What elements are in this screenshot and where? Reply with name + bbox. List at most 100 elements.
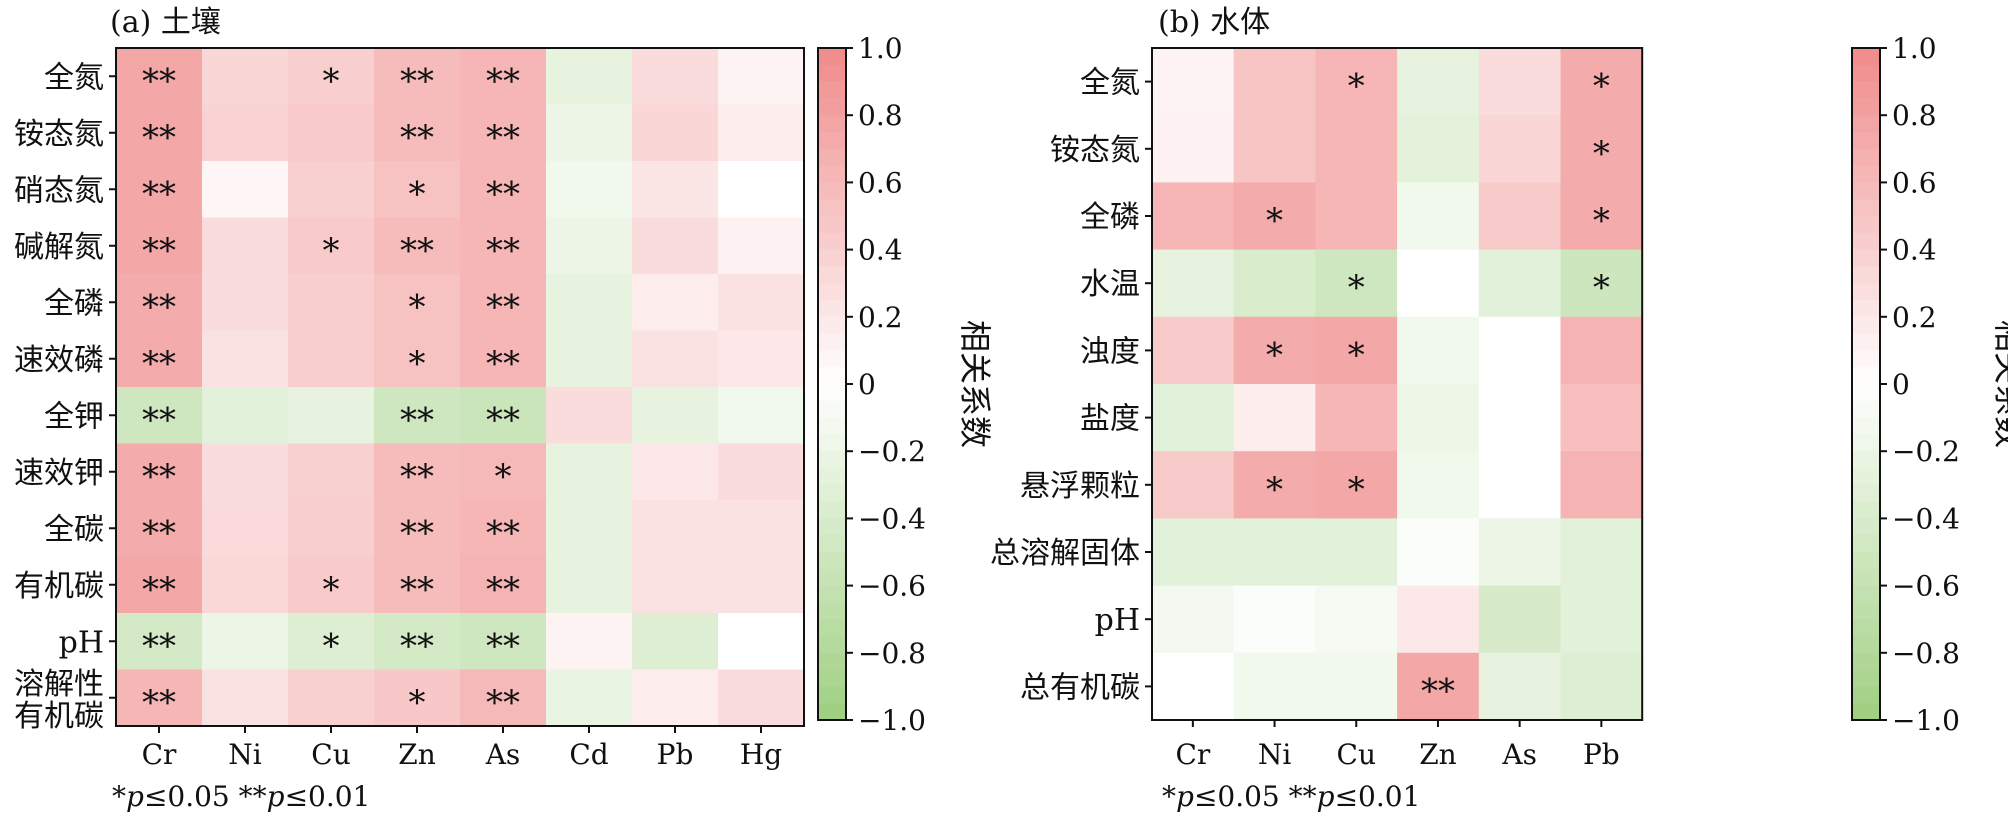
heatmap-cell: [288, 669, 375, 727]
colorbar-tick-label: −0.8: [1892, 637, 1960, 670]
colorbar-segment: [818, 249, 846, 267]
colorbar-segment: [1852, 316, 1880, 335]
colorbar-segment: [818, 585, 846, 603]
significance-mark: **: [486, 118, 520, 158]
heatmap-cell: [1397, 652, 1480, 721]
heatmap-cell: [1233, 316, 1316, 385]
heatmap-cell: [116, 387, 203, 444]
colorbar-tick-label: −1.0: [1892, 704, 1960, 737]
column-label: Pb: [1583, 738, 1620, 771]
heatmap-cell: [374, 330, 461, 388]
heatmap-cell: [460, 274, 547, 331]
heatmap-cell: [1478, 48, 1561, 116]
significance-mark: *: [323, 231, 340, 271]
heatmap-cell: [202, 556, 289, 614]
heatmap-cell: [1315, 652, 1398, 721]
heatmap-cell: [116, 274, 203, 331]
heatmap-cell: [1397, 585, 1480, 654]
heatmap-cell: [1397, 115, 1480, 183]
heatmap-cell: [202, 387, 289, 444]
heatmap-cell: [374, 387, 461, 444]
row-label: 全碳: [44, 512, 104, 547]
heatmap-cell: [1152, 115, 1235, 183]
colorbar-tick-label: −0.6: [858, 570, 926, 603]
significance-mark: *: [1266, 470, 1283, 510]
heatmap-cell: [546, 500, 633, 557]
heatmap-cell: [116, 669, 203, 727]
significance-mark: **: [400, 61, 434, 101]
heatmap-cell: [202, 161, 289, 218]
heatmap-cell: [460, 500, 547, 557]
significance-mark: *: [1593, 67, 1610, 107]
colorbar-tick-label: 0.2: [858, 301, 903, 334]
colorbar-segment: [1852, 434, 1880, 452]
heatmap-cell: [116, 500, 203, 557]
row-label: pH: [1095, 603, 1140, 638]
heatmap-cell: [1233, 585, 1316, 654]
colorbar-segment: [1852, 568, 1880, 587]
colorbar-segment: [818, 48, 846, 66]
significance-mark: **: [142, 287, 176, 327]
significance-mark: **: [486, 626, 520, 666]
heatmap-frame: [115, 47, 805, 727]
colorbar-segment: [1852, 148, 1880, 167]
colorbar-segment: [818, 283, 846, 301]
colorbar-segment: [1852, 652, 1880, 671]
colorbar-segment: [818, 552, 846, 570]
heatmap-cell: [1560, 384, 1643, 452]
heatmap-cell: [1233, 249, 1316, 318]
colorbar-segment: [818, 300, 846, 318]
heatmap-cell: [202, 48, 289, 105]
row-label: 速效钾: [14, 456, 104, 491]
colorbar-segment: [818, 64, 846, 83]
colorbar-segment: [1852, 417, 1880, 435]
heatmap-cell: [202, 104, 289, 162]
heatmap-cell: [374, 613, 461, 670]
significance-mark: **: [486, 400, 520, 440]
heatmap-cell: [1397, 249, 1480, 318]
colorbar-segment: [818, 182, 846, 200]
colorbar-segment: [1852, 703, 1880, 721]
heatmap-cell: [288, 556, 375, 614]
soil-heatmap-panel: (a) 土壤** * ** **** ** **** * **** * ** **** * **** * *…: [14, 5, 994, 813]
significance-mark: **: [400, 513, 434, 553]
heatmap-cell: [1315, 115, 1398, 183]
heatmap-cell: [1152, 249, 1235, 318]
colorbar-segment: [1852, 182, 1880, 200]
significance-mark: **: [486, 231, 520, 271]
heatmap-cell: [288, 613, 375, 670]
colorbar-segment: [1852, 501, 1880, 519]
heatmap-cell: [202, 330, 289, 388]
row-label: 速效磷: [14, 343, 104, 378]
heatmap-cell: [546, 217, 633, 275]
colorbar-tick-label: −0.2: [1892, 435, 1960, 468]
heatmap-cell: [1152, 182, 1235, 251]
heatmap-cell: [116, 104, 203, 162]
heatmap-cell: [546, 387, 633, 444]
heatmap-cell: [288, 500, 375, 557]
significance-mark: *: [1266, 201, 1283, 241]
row-label: pH: [59, 625, 104, 660]
heatmap-cell: [632, 669, 719, 727]
significance-mark: *: [409, 683, 426, 723]
heatmap-cell: [460, 330, 547, 388]
heatmap-cell: [374, 161, 461, 218]
colorbar-segment: [818, 518, 846, 536]
column-label: Zn: [398, 738, 436, 771]
heatmap-cell: [1152, 652, 1235, 721]
significance-mark: *: [1348, 67, 1365, 107]
heatmap-cell: [718, 330, 805, 388]
colorbar-segment: [1852, 232, 1880, 251]
heatmap-cell: [116, 161, 203, 218]
heatmap-cell: [202, 613, 289, 670]
colorbar-segment: [818, 484, 846, 503]
row-label: 水温: [1080, 267, 1140, 302]
significance-mark: **: [400, 400, 434, 440]
colorbar-segment: [1852, 199, 1880, 217]
heatmap-cell: [1560, 316, 1643, 385]
colorbar-segment: [818, 148, 846, 167]
heatmap-cell: [1397, 518, 1480, 587]
colorbar-tick-label: 1.0: [858, 32, 903, 65]
heatmap-cell: [718, 161, 805, 218]
